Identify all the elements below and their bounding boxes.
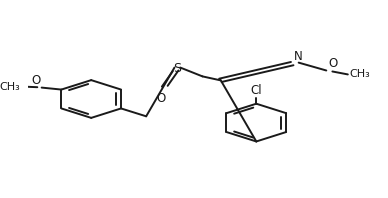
Text: O: O — [157, 92, 166, 105]
Text: CH₃: CH₃ — [0, 82, 20, 92]
Text: N: N — [294, 50, 303, 63]
Text: CH₃: CH₃ — [350, 69, 371, 79]
Text: O: O — [328, 57, 337, 70]
Text: O: O — [32, 74, 41, 87]
Text: S: S — [173, 62, 181, 75]
Text: Cl: Cl — [251, 84, 262, 97]
